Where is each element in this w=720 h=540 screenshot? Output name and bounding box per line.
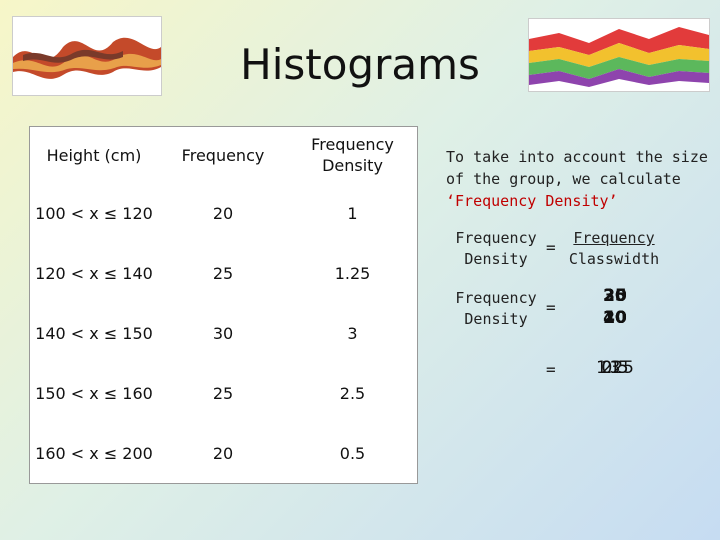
explanation-highlight: ‘Frequency Density’ (446, 192, 618, 210)
worked-denominator: 20 (603, 308, 627, 328)
worked-result: 3 (609, 358, 621, 378)
worked-result: 1 (609, 358, 621, 378)
cell-frequency-density: 0.5 (339, 443, 366, 463)
formula-lhs: Frequency Density (448, 228, 544, 270)
cell-frequency-density: 3 (347, 323, 358, 343)
worked-numerator: 25 (603, 286, 627, 306)
cell-height: 140 < x ≤ 150 (35, 323, 153, 343)
streamgraph-thumbnail-left (12, 16, 162, 96)
header-frequency: Frequency (181, 145, 265, 165)
explanation-body: To take into account the size of the gro… (446, 148, 708, 188)
worked-denominator: 20 (603, 308, 627, 328)
worked-numerator: 30 (603, 286, 627, 306)
cell-frequency: 25 (212, 263, 234, 283)
worked-result: 2.5 (601, 358, 629, 378)
table-row: 120 < x ≤ 140 25 1.25 (30, 243, 417, 303)
cell-height: 160 < x ≤ 200 (35, 443, 153, 463)
header-frequency-density-text: Frequency Density (311, 135, 394, 175)
streamgraph-thumbnail-right (528, 18, 710, 92)
cell-frequency: 25 (212, 383, 234, 403)
worked-denominators: 20 20 10 10 40 (585, 308, 645, 330)
formula-numerator: Frequency (573, 229, 655, 247)
cell-frequency: 30 (212, 323, 234, 343)
page-title: Histograms (240, 40, 480, 89)
cell-frequency: 20 (212, 443, 234, 463)
frequency-table: Height (cm) Frequency Frequency Density … (29, 126, 418, 484)
result-equals: = (546, 360, 556, 379)
worked-denominator: 40 (603, 308, 627, 328)
worked-denominator: 10 (603, 308, 627, 328)
worked-denominator: 10 (603, 308, 627, 328)
cell-frequency: 20 (212, 203, 234, 223)
formula-lhs-line1: Frequency (455, 229, 537, 247)
table-row: 150 < x ≤ 160 25 2.5 (30, 363, 417, 423)
table-row: 160 < x ≤ 200 20 0.5 (30, 423, 417, 483)
worked-numerator: 20 (603, 286, 627, 306)
worked-numerator: 25 (603, 286, 627, 306)
cell-frequency-density: 1.25 (334, 263, 371, 283)
cell-height: 120 < x ≤ 140 (35, 263, 153, 283)
formula-lhs-line2: Density (464, 250, 528, 268)
explanation-text: To take into account the size of the gro… (446, 146, 708, 212)
worked-lhs: Frequency Density (448, 288, 544, 330)
header-height: Height (cm) (46, 145, 142, 165)
worked-lhs-line1: Frequency (455, 289, 537, 307)
table-header-row: Height (cm) Frequency Frequency Density (30, 127, 417, 183)
table-row: 100 < x ≤ 120 20 1 (30, 183, 417, 243)
table-row: 140 < x ≤ 150 30 3 (30, 303, 417, 363)
cell-height: 150 < x ≤ 160 (35, 383, 153, 403)
worked-numerator: 20 (603, 286, 627, 306)
cell-frequency-density: 2.5 (339, 383, 366, 403)
worked-lhs-line2: Density (464, 310, 528, 328)
cell-height: 100 < x ≤ 120 (35, 203, 153, 223)
formula-equals: = (546, 238, 556, 257)
formula-rhs: Frequency Classwidth (564, 228, 664, 270)
header-frequency-density: Frequency Density (288, 127, 417, 183)
worked-results: 1 1.25 3 2.5 0.5 (585, 358, 645, 380)
formula-denominator: Classwidth (568, 250, 660, 268)
cell-frequency-density: 1 (347, 203, 358, 223)
worked-result: 0.5 (601, 358, 629, 378)
worked-equals: = (546, 298, 556, 317)
worked-result: 1.25 (596, 358, 634, 378)
worked-numerators: 20 25 30 25 20 (585, 286, 645, 308)
